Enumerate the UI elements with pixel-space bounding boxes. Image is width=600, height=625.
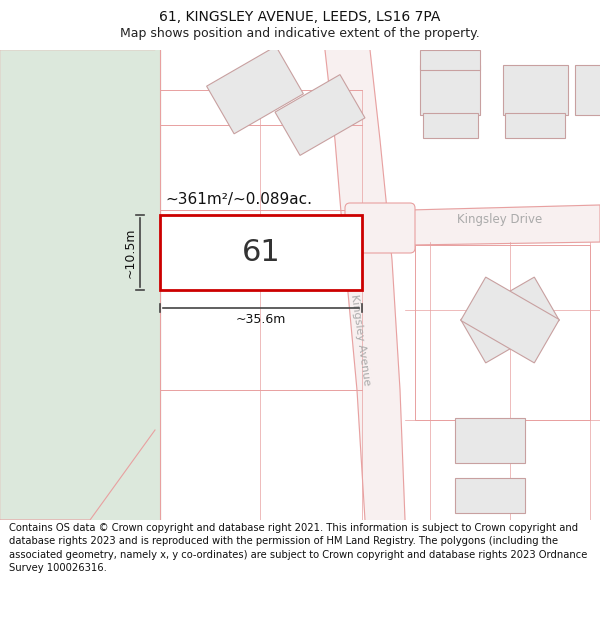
Text: 61: 61 [242,238,280,267]
Text: ~10.5m: ~10.5m [124,228,137,278]
Bar [505,112,565,138]
Bar [422,112,478,138]
Bar [455,418,525,462]
FancyBboxPatch shape [345,203,415,253]
Bar [461,277,559,363]
Bar [275,74,365,156]
Polygon shape [325,50,405,520]
Bar [420,50,480,70]
Text: ~361m²/~0.089ac.: ~361m²/~0.089ac. [165,192,312,207]
Text: Kingsley Drive: Kingsley Drive [457,214,542,226]
Text: 61, KINGSLEY AVENUE, LEEDS, LS16 7PA: 61, KINGSLEY AVENUE, LEEDS, LS16 7PA [160,10,440,24]
Polygon shape [375,205,600,248]
Bar [206,46,304,134]
Text: Map shows position and indicative extent of the property.: Map shows position and indicative extent… [120,27,480,40]
Bar [575,65,600,115]
Bar [415,245,590,420]
Polygon shape [0,50,160,520]
Text: ~35.6m: ~35.6m [236,313,286,326]
Bar [455,478,525,512]
Bar [461,277,559,363]
Bar [160,215,362,290]
Polygon shape [0,50,155,520]
Text: Contains OS data © Crown copyright and database right 2021. This information is : Contains OS data © Crown copyright and d… [9,523,587,572]
Bar [503,65,568,115]
Bar [420,65,480,115]
Text: Kingsley Avenue: Kingsley Avenue [349,294,371,386]
